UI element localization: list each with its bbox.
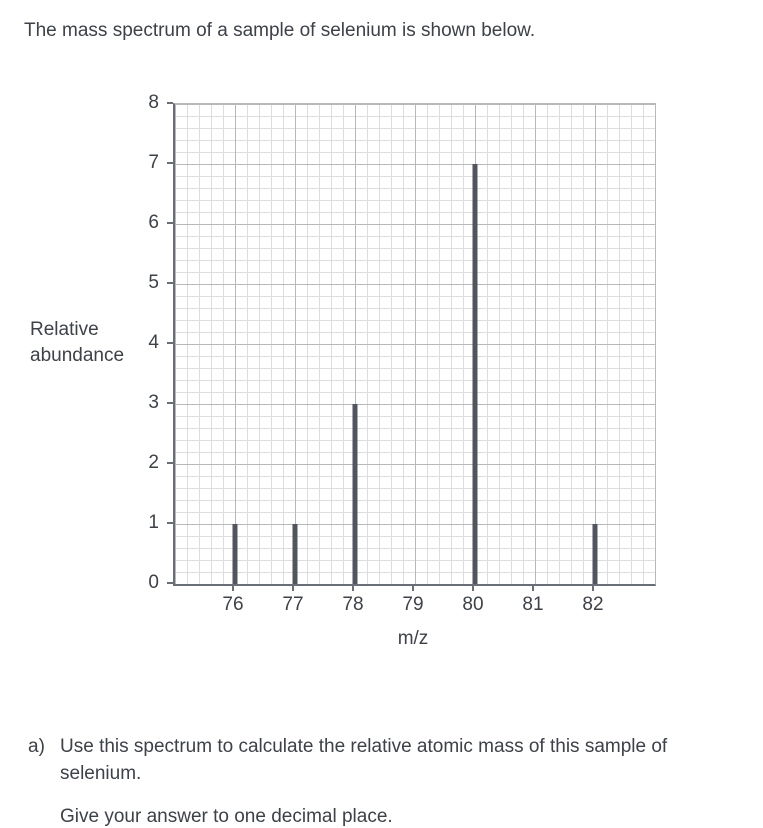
y-tick-label-1: 1 <box>148 512 159 533</box>
question-label: a) <box>28 736 45 757</box>
y-tick-label-2: 2 <box>148 452 159 473</box>
x-axis-tick-77 <box>292 585 294 591</box>
y-axis-tick-4 <box>167 342 173 344</box>
spectrum-bar-80 <box>472 164 478 584</box>
x-tick-label-79: 79 <box>402 594 424 615</box>
y-tick-label-8: 8 <box>148 92 159 113</box>
spectrum-bar-78 <box>352 404 358 584</box>
y-tick-label-4: 4 <box>148 332 159 353</box>
y-axis-tick-6 <box>167 222 173 224</box>
spectrum-bar-76 <box>232 524 238 584</box>
y-axis-tick-2 <box>167 462 173 464</box>
x-tick-label-76: 76 <box>222 594 244 615</box>
y-tick-label-3: 3 <box>148 392 159 413</box>
x-tick-label-80: 80 <box>462 594 484 615</box>
y-axis-tick-8 <box>167 102 173 104</box>
x-axis-tick-76 <box>232 585 234 591</box>
spectrum-bar-82 <box>592 524 598 584</box>
x-tick-label-81: 81 <box>522 594 544 615</box>
x-tick-label-77: 77 <box>282 594 304 615</box>
spectrum-bar-77 <box>292 524 298 584</box>
x-axis-tick-80 <box>472 585 474 591</box>
y-axis-tick-1 <box>167 522 173 524</box>
x-tick-label-78: 78 <box>342 594 364 615</box>
mass-spectrum-chart: Relative abundance m/z 0 1 2 3 4 5 6 7 8 76 77 78 79… <box>0 88 763 668</box>
y-tick-label-0: 0 <box>148 572 159 593</box>
x-axis-tick-78 <box>352 585 354 591</box>
y-tick-label-5: 5 <box>148 272 159 293</box>
y-tick-label-7: 7 <box>148 152 159 173</box>
y-axis-tick-7 <box>167 162 173 164</box>
question-text: Use this spectrum to calculate the relat… <box>60 736 668 784</box>
y-axis-label: Relative abundance <box>30 319 125 366</box>
x-axis-label: m/z <box>397 628 429 649</box>
x-axis-tick-79 <box>412 585 414 591</box>
y-tick-label-6: 6 <box>148 212 159 233</box>
question-body: Use this spectrum to calculate the relat… <box>60 733 752 828</box>
y-axis-tick-0 <box>167 582 173 584</box>
question-note: Give your answer to one decimal place. <box>60 806 393 827</box>
x-tick-label-82: 82 <box>582 594 604 615</box>
x-axis-tick-82 <box>592 585 594 591</box>
x-axis-tick-81 <box>532 585 534 591</box>
y-axis-tick-5 <box>167 282 173 284</box>
page-title: The mass spectrum of a sample of seleniu… <box>24 20 536 41</box>
question-a: a) Use this spectrum to calculate the re… <box>28 733 752 828</box>
y-axis-tick-3 <box>167 402 173 404</box>
plot-area <box>173 103 656 586</box>
